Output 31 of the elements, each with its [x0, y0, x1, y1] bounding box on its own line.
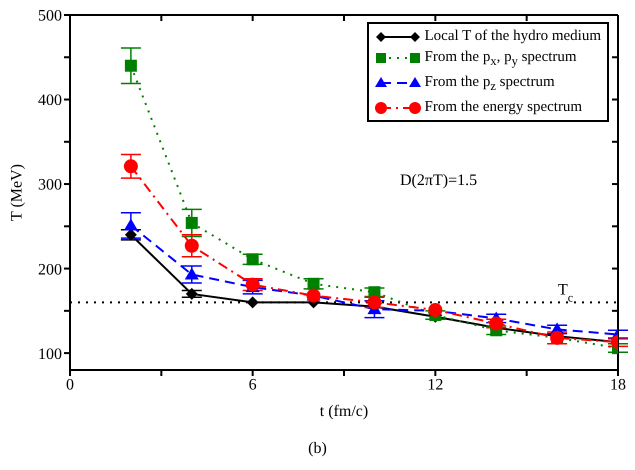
x-tick-label: 12: [427, 376, 444, 394]
point: [308, 278, 320, 290]
legend-label: From the energy spectrum: [424, 99, 582, 115]
point: [367, 295, 382, 310]
point: [186, 288, 198, 300]
point: [186, 216, 198, 229]
point: [184, 267, 199, 280]
legend-label: From the p$_{z}$ spectrum: [424, 74, 555, 93]
annotation: D(2πT)=1.5: [400, 172, 478, 190]
y-tick-label: 300: [38, 176, 62, 194]
x-tick-label: 18: [610, 376, 626, 394]
y-tick-label: 400: [38, 92, 62, 110]
y-tick-label: 100: [38, 346, 62, 363]
point: [124, 159, 138, 174]
point: [124, 60, 137, 72]
legend-label: From the p$_{x}$, p$_{y}$ spectrum: [424, 49, 577, 68]
y-axis-title: T (MeV): [8, 164, 26, 222]
legend-label: Local T of the hydro medium: [424, 28, 601, 44]
y-tick-label: 200: [38, 261, 62, 278]
x-tick-label: 0: [66, 376, 74, 394]
point: [246, 253, 259, 266]
x-axis-title: t (fm/c): [320, 403, 368, 420]
ref-line-label: T$_{c}$: [558, 281, 574, 304]
point: [246, 296, 259, 308]
point: [124, 218, 138, 230]
point: [184, 238, 199, 253]
point: [246, 278, 260, 292]
y-tick-label: 500: [38, 8, 62, 25]
text: (b): [307, 440, 328, 458]
point: [489, 316, 504, 331]
x-tick-label: 6: [248, 376, 257, 394]
